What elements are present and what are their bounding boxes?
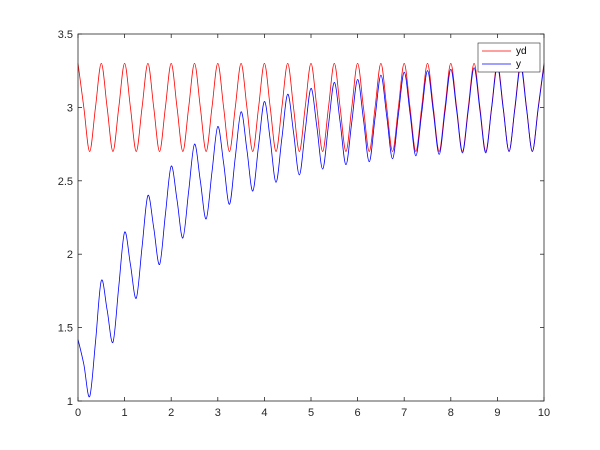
x-tick-label: 2: [168, 407, 174, 419]
plot-frame: [77, 33, 545, 402]
x-tick-label: 1: [122, 407, 128, 419]
legend-label-y: y: [516, 59, 521, 70]
x-tick-label: 3: [215, 407, 221, 419]
y-tick-label: 3: [67, 102, 73, 114]
x-tick-label: 9: [494, 407, 500, 419]
y-tick-label: 2.5: [58, 176, 73, 188]
legend-label-yd: yd: [516, 46, 527, 57]
legend: yd y: [477, 42, 541, 73]
y-tick-label: 1.5: [58, 323, 73, 335]
x-tick-label: 10: [538, 407, 550, 419]
x-tick-label: 6: [355, 407, 361, 419]
series-line-y: [77, 64, 545, 398]
series-layer: [77, 62, 545, 398]
legend-box: [477, 42, 541, 73]
x-tick-label: 4: [261, 407, 267, 419]
x-tick-label: 7: [401, 407, 407, 419]
plot-area: [78, 34, 544, 401]
y-tick-label: 1: [67, 396, 73, 408]
x-tick-label: 0: [75, 407, 81, 419]
x-tick-label: 5: [308, 407, 314, 419]
x-tick-label: 8: [448, 407, 454, 419]
y-tick-label: 2: [67, 249, 73, 261]
y-tick-label: 3.5: [58, 29, 73, 41]
